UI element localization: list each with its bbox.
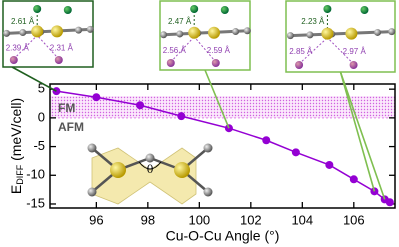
bottom-bond <box>13 35 38 60</box>
top-atom <box>190 5 199 13</box>
data-point <box>92 93 101 102</box>
o-atom <box>87 143 97 153</box>
y-tick-label: -5 <box>33 138 45 153</box>
data-point <box>349 175 358 184</box>
structure-inset: 2.23 Å 2.85 Å 2.97 Å <box>285 0 396 200</box>
o-atom <box>86 25 94 33</box>
x-tick-label: 96 <box>89 212 103 227</box>
o-atom <box>243 27 251 35</box>
o-atom <box>388 28 396 36</box>
band-label: AFM <box>58 120 84 134</box>
bottom-atom <box>166 59 175 67</box>
o-atom <box>286 32 294 40</box>
x-tick-label: 106 <box>343 212 365 227</box>
cu-atom <box>31 25 44 38</box>
bottom-atom <box>54 56 63 64</box>
x-tick-label: 102 <box>240 212 262 227</box>
distance-label: 2.23 Å <box>301 17 325 26</box>
y-tick-label: -15 <box>26 195 45 210</box>
o-atom <box>160 31 168 39</box>
data-point <box>136 101 145 110</box>
cu-atom <box>208 26 220 39</box>
cu-atom <box>188 26 201 39</box>
top-atom <box>323 5 332 13</box>
distance-label: 2.61 Å <box>11 17 35 26</box>
distance-label: 2.56 Å <box>163 46 187 55</box>
plot-frame <box>49 83 396 209</box>
y-tick-label: 0 <box>38 109 45 124</box>
band-label: FM <box>58 101 75 115</box>
y-label-unit: (meV/cell) <box>8 98 24 165</box>
bottom-atom <box>211 59 220 67</box>
distance-label: 2.31 Å <box>50 44 74 53</box>
inset-arrow <box>339 71 376 192</box>
bottom-atom <box>295 61 304 69</box>
o-atom <box>87 187 97 197</box>
x-tick-label: 100 <box>188 212 210 227</box>
structure-inset: 2.61 Å 2.39 Å 2.31 Å <box>2 0 94 92</box>
structure-inset: 2.47 Å 2.56 Å 2.59 Å <box>159 0 251 129</box>
top-atom <box>360 6 369 14</box>
o-atom <box>203 143 213 153</box>
bottom-atom <box>349 61 358 69</box>
o-atom <box>203 187 213 197</box>
y-label-sub: DIFF <box>15 164 25 184</box>
cu-atom <box>321 27 334 40</box>
distance-label: 2.47 Å <box>168 17 192 26</box>
y-tick-label: -10 <box>26 167 45 182</box>
data-point <box>385 198 394 207</box>
bottom-bond <box>170 36 195 63</box>
x-tick-label: 104 <box>291 212 313 227</box>
data-point <box>177 112 186 121</box>
bottom-bond <box>36 35 60 60</box>
distance-label: 2.85 Å <box>289 47 313 56</box>
data-point <box>262 136 271 145</box>
top-atom <box>63 6 72 14</box>
inset-arrow <box>204 69 230 129</box>
distance-label: 2.39 Å <box>6 44 30 53</box>
top-atom <box>33 5 42 13</box>
inset-arrow <box>11 66 57 92</box>
bottom-bond <box>193 36 217 63</box>
cu-atom <box>110 162 126 178</box>
angle-symbol: θ <box>147 163 154 176</box>
o-atom <box>75 26 83 34</box>
cu-atom <box>51 25 63 38</box>
o-atom <box>374 28 382 36</box>
x-axis-label: Cu-O-Cu Angle (°) <box>166 228 280 244</box>
distance-label: 2.59 Å <box>207 46 231 55</box>
angle-arc <box>138 161 162 170</box>
o-atom <box>145 153 155 163</box>
o-atom <box>306 31 314 39</box>
x-tick-label: 98 <box>141 212 155 227</box>
o-atom <box>232 28 240 36</box>
bottom-atom <box>9 56 18 64</box>
cu-atom <box>345 27 358 40</box>
y-axis-label: EDIFF (meV/cell) <box>8 98 26 194</box>
bottom-bond <box>298 37 328 65</box>
o-atom <box>19 29 27 37</box>
distance-label: 2.97 Å <box>343 47 367 56</box>
inset-arrow <box>339 71 386 200</box>
y-tick-label: 5 <box>38 81 45 96</box>
o-atom <box>176 30 184 38</box>
o-atom <box>3 29 11 37</box>
top-atom <box>220 6 229 14</box>
y-label-main: E <box>8 185 24 194</box>
data-point <box>325 160 334 169</box>
data-point <box>291 148 300 157</box>
band <box>50 96 395 118</box>
angle-diagram: θ <box>87 143 213 205</box>
cu-atom <box>174 162 190 178</box>
